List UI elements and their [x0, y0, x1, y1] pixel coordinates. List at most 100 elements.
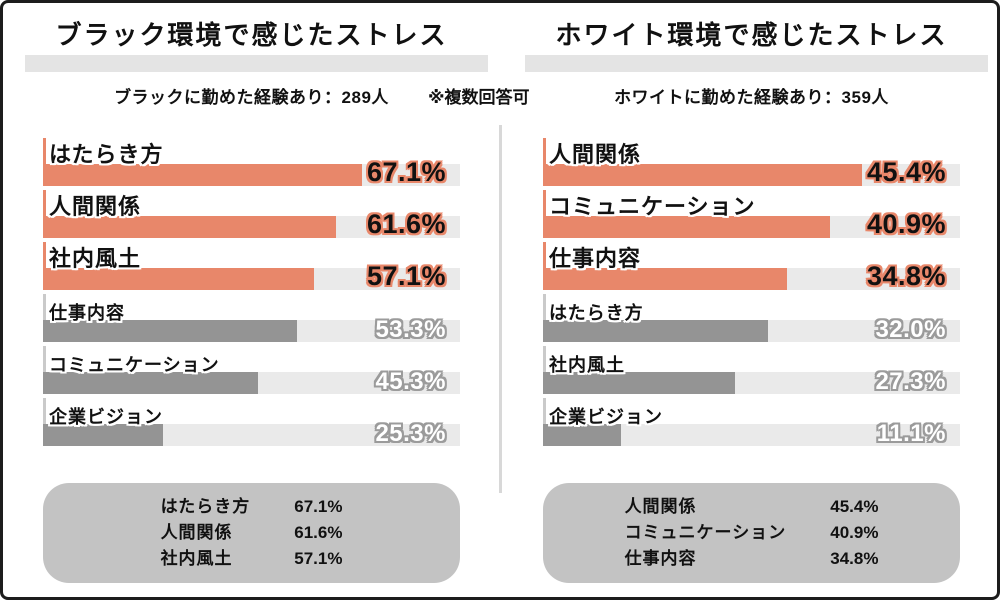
- bar-row: コミュニケーション 45.3%: [43, 344, 460, 396]
- bar-row: 仕事内容 53.3%: [43, 292, 460, 344]
- bar-value: 67.1%: [366, 157, 446, 187]
- bar-row: コミュニケーション 40.9%: [543, 188, 960, 240]
- multi-answer-note: ※複数回答可: [428, 88, 530, 107]
- row-tick: [543, 242, 546, 268]
- bar-track: [543, 164, 960, 186]
- summary-label: 人間関係: [160, 523, 233, 542]
- summary-value: 67.1%: [294, 497, 343, 516]
- bar-fill: [43, 216, 336, 238]
- bar-track: [543, 320, 960, 342]
- bar-value: 34.8%: [866, 261, 946, 291]
- bar-value: 61.6%: [366, 209, 446, 239]
- bar-track: [43, 424, 460, 446]
- summary-label: はたらき方: [160, 497, 251, 516]
- bar-value: 57.1%: [366, 261, 446, 291]
- bar-value: 45.4%: [866, 157, 946, 187]
- bar-row: 人間関係 61.6%: [43, 188, 460, 240]
- bar-track: [543, 268, 960, 290]
- bar-label: 仕事内容: [49, 303, 125, 323]
- row-tick: [543, 346, 546, 372]
- bar-fill: [43, 320, 297, 342]
- bar-row: 人間関係 45.4%: [543, 136, 960, 188]
- summary-label: コミュニケーション: [624, 523, 787, 542]
- bar-label: コミュニケーション: [49, 355, 220, 375]
- chart-title: ホワイト環境で感じたストレス: [555, 20, 948, 50]
- bar-track: [43, 372, 460, 394]
- bar-fill: [43, 268, 315, 290]
- bar-fill: [543, 320, 768, 342]
- bar-row: 社内風土 27.3%: [543, 344, 960, 396]
- bar-track: [543, 372, 960, 394]
- chart-subtitle: ホワイトに勤めた経験あり：359人: [614, 88, 889, 107]
- chart-white-environment: ホワイト環境で感じたストレス ホワイトに勤めた経験あり：359人 人間関係 45.…: [525, 3, 988, 583]
- bar-track: [543, 424, 960, 446]
- row-tick: [43, 242, 46, 268]
- summary-label: 人間関係: [624, 497, 697, 516]
- chart-title: ブラック環境で感じたストレス: [55, 20, 448, 50]
- summary-value: 45.4%: [830, 497, 879, 516]
- chart-title-wrap: ブラック環境で感じたストレス: [25, 15, 488, 72]
- bar-track: [43, 164, 460, 186]
- row-tick: [43, 138, 46, 164]
- bar-value: 53.3%: [375, 316, 446, 343]
- chart-subtitle: ブラックに勤めた経験あり：289人: [114, 88, 389, 107]
- bar-fill: [543, 216, 831, 238]
- summary-box: 人間関係 45.4% コミュニケーション 40.9% 仕事内容 34.8%: [543, 483, 960, 583]
- row-tick: [543, 398, 546, 424]
- bar-fill: [43, 424, 164, 446]
- row-tick: [543, 190, 546, 216]
- row-tick: [543, 294, 546, 320]
- bar-value: 27.3%: [875, 368, 946, 395]
- row-tick: [43, 190, 46, 216]
- row-tick: [543, 138, 546, 164]
- bar-track: [543, 216, 960, 238]
- bar-fill: [543, 372, 735, 394]
- center-divider: [499, 125, 502, 493]
- bar-row: 企業ビジョン 11.1%: [543, 396, 960, 448]
- bar-value: 32.0%: [875, 316, 946, 343]
- bar-label: はたらき方: [49, 142, 164, 167]
- bar-label: 社内風土: [549, 355, 625, 375]
- bar-value: 40.9%: [866, 209, 946, 239]
- chart-black-environment: ブラック環境で感じたストレス ブラックに勤めた経験あり：289人 はたらき方 67…: [25, 3, 488, 583]
- bar-label: 企業ビジョン: [49, 407, 163, 427]
- bar-fill: [43, 372, 259, 394]
- bar-label: 企業ビジョン: [549, 407, 663, 427]
- summary-box: はたらき方 67.1% 人間関係 61.6% 社内風土 57.1%: [43, 483, 460, 583]
- bar-row: 企業ビジョン 25.3%: [43, 396, 460, 448]
- bar-label: 社内風土: [49, 246, 142, 271]
- bar-fill: [543, 268, 788, 290]
- bar-label: 仕事内容: [549, 246, 642, 271]
- title-highlight-strip: [525, 55, 988, 72]
- bar-row: 社内風土 57.1%: [43, 240, 460, 292]
- bar-label: コミュニケーション: [549, 194, 756, 219]
- summary-label: 仕事内容: [624, 549, 697, 568]
- bar-track: [43, 320, 460, 342]
- bar-track: [43, 268, 460, 290]
- bar-fill: [543, 164, 862, 186]
- bar-track: [43, 216, 460, 238]
- summary-value: 34.8%: [830, 549, 879, 568]
- summary-table: 人間関係 45.4% コミュニケーション 40.9% 仕事内容 34.8%: [625, 494, 879, 572]
- chart-title-wrap: ホワイト環境で感じたストレス: [525, 15, 988, 72]
- bar-row: はたらき方 67.1%: [43, 136, 460, 188]
- bar-value: 25.3%: [375, 420, 446, 447]
- summary-value: 61.6%: [294, 523, 343, 542]
- row-tick: [43, 398, 46, 424]
- bar-fill: [43, 164, 362, 186]
- bar-label: はたらき方: [549, 303, 644, 323]
- bar-label: 人間関係: [549, 142, 642, 167]
- bar-chart: はたらき方 67.1% 人間関係 61.6% 社内風土 57.1% 仕事内容 53.3% コミュ…: [43, 136, 460, 448]
- row-tick: [43, 294, 46, 320]
- summary-label: 社内風土: [160, 549, 233, 568]
- summary-value: 57.1%: [294, 549, 343, 568]
- bar-value: 11.1%: [876, 420, 946, 447]
- bar-value: 45.3%: [375, 368, 446, 395]
- title-highlight-strip: [25, 55, 488, 72]
- row-tick: [43, 346, 46, 372]
- bar-row: はたらき方 32.0%: [543, 292, 960, 344]
- summary-table: はたらき方 67.1% 人間関係 61.6% 社内風土 57.1%: [161, 494, 343, 572]
- bar-chart: 人間関係 45.4% コミュニケーション 40.9% 仕事内容 34.8% はたらき方 32.…: [543, 136, 960, 448]
- bar-row: 仕事内容 34.8%: [543, 240, 960, 292]
